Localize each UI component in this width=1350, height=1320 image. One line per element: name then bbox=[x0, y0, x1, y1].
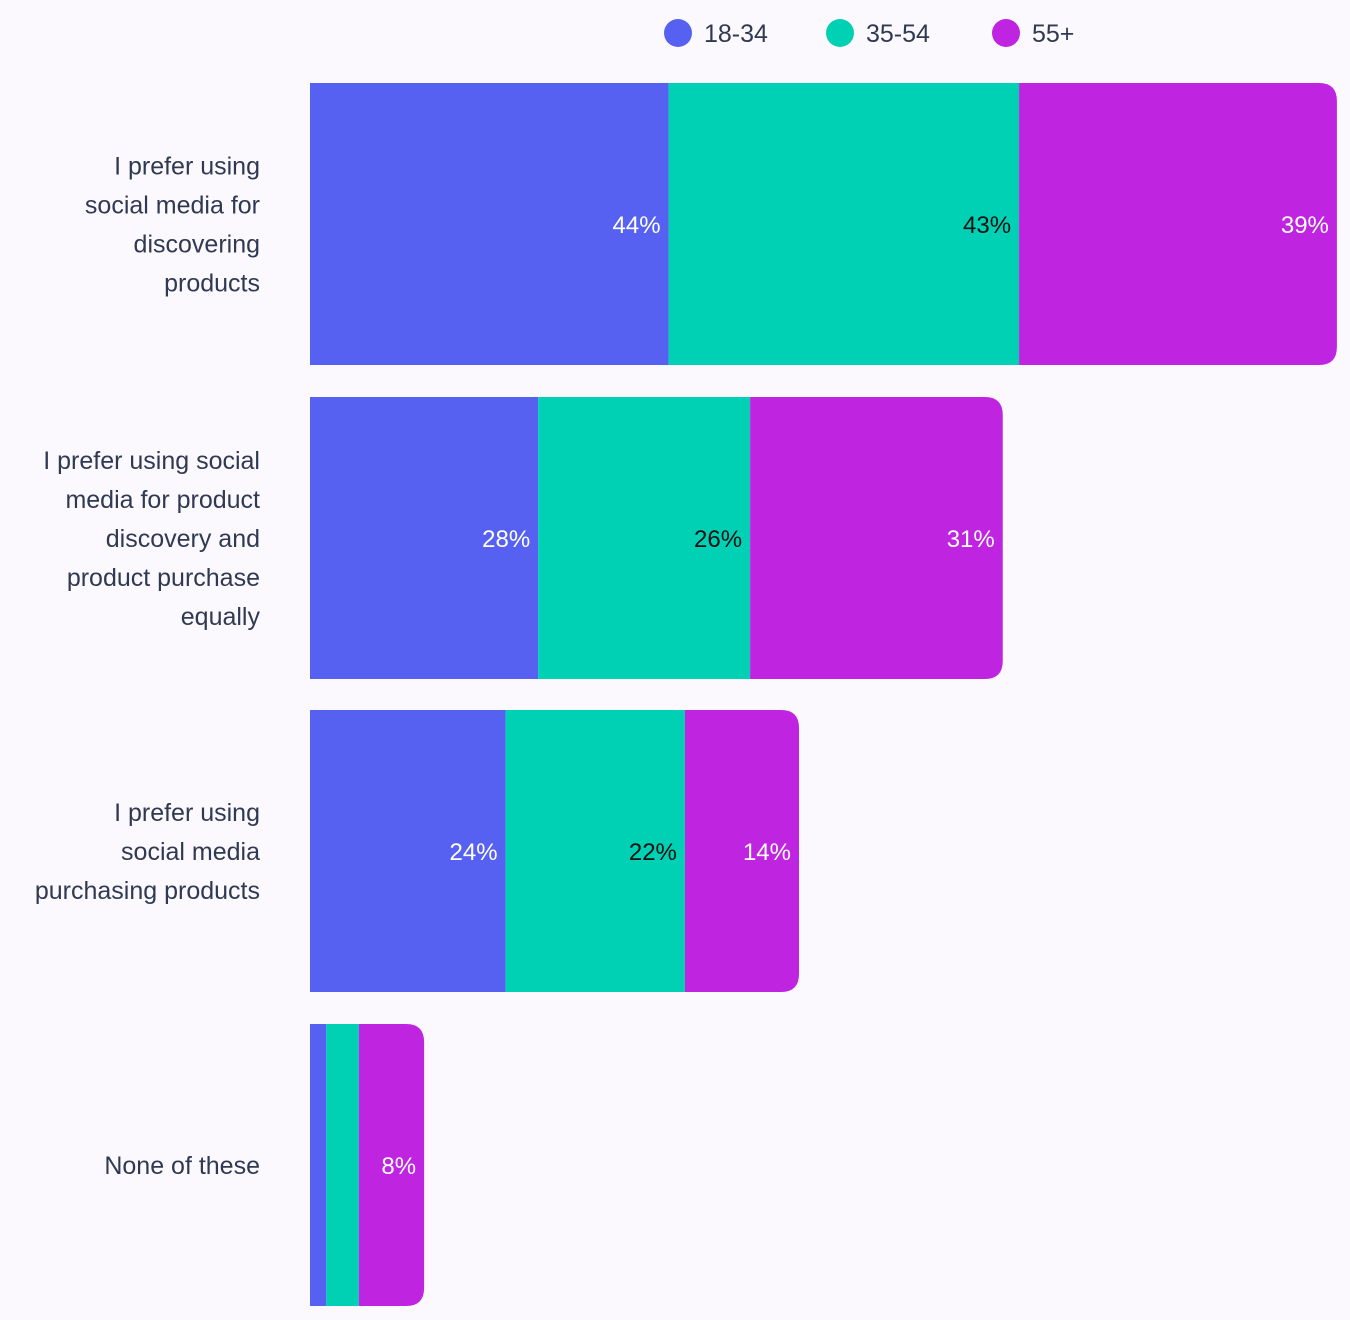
bar-segment bbox=[310, 397, 539, 679]
category-label-line: discovering bbox=[134, 231, 260, 259]
category-label-line: purchasing products bbox=[35, 877, 260, 905]
bar-segment bbox=[1019, 83, 1337, 365]
category-label-line: I prefer using social bbox=[43, 447, 260, 475]
bar-segment bbox=[358, 1024, 425, 1306]
category-label-line: equally bbox=[181, 603, 261, 631]
legend-item: 55+ bbox=[992, 19, 1074, 48]
bar-segment bbox=[326, 1024, 359, 1306]
category-label-line: discovery and bbox=[106, 525, 260, 553]
legend-label: 35-54 bbox=[866, 20, 930, 48]
bar-row: 28% 26% 31% bbox=[310, 397, 1003, 679]
legend-swatch bbox=[992, 19, 1020, 47]
category-label-line: social media bbox=[121, 838, 260, 866]
category-labels: I prefer using social media for discoverin… bbox=[35, 153, 261, 1181]
legend-label: 55+ bbox=[1032, 20, 1074, 48]
bar-segment bbox=[684, 710, 799, 992]
category-label-line: social media for bbox=[85, 192, 260, 220]
data-label: 44% bbox=[613, 212, 661, 239]
bar-segment bbox=[310, 710, 506, 992]
data-label: 8% bbox=[381, 1153, 416, 1180]
data-label: 43% bbox=[963, 212, 1011, 239]
data-label: 22% bbox=[629, 839, 677, 866]
bar-segment bbox=[310, 1024, 327, 1306]
bar-row: 8% bbox=[310, 1024, 425, 1306]
bar-row: 24% 22% 14% bbox=[310, 710, 799, 992]
legend-item: 18-34 bbox=[664, 19, 768, 48]
category-label-line: None of these bbox=[104, 1152, 260, 1180]
bar-segment bbox=[668, 83, 1020, 365]
bar-segment bbox=[505, 710, 685, 992]
category-label-line: media for product bbox=[65, 486, 260, 514]
category-label: None of these bbox=[104, 1152, 260, 1180]
bar-segment bbox=[538, 397, 751, 679]
data-label: 39% bbox=[1281, 212, 1329, 239]
data-label: 28% bbox=[482, 526, 530, 553]
category-label: I prefer using social media for discoverin… bbox=[85, 153, 260, 298]
category-label-line: I prefer using bbox=[114, 153, 260, 181]
category-label-line: I prefer using bbox=[114, 799, 260, 827]
category-label-line: products bbox=[164, 270, 260, 298]
legend-swatch bbox=[826, 19, 854, 47]
category-label: I prefer using social media purchasing pro… bbox=[35, 799, 260, 905]
data-label: 24% bbox=[450, 839, 498, 866]
data-label: 31% bbox=[947, 526, 995, 553]
legend-label: 18-34 bbox=[704, 20, 768, 48]
legend-item: 35-54 bbox=[826, 19, 930, 48]
data-label: 26% bbox=[694, 526, 742, 553]
category-label: I prefer using social media for product di… bbox=[43, 447, 260, 631]
bar-segment bbox=[310, 83, 669, 365]
bar-segment bbox=[750, 397, 1003, 679]
category-label-line: product purchase bbox=[67, 564, 260, 592]
bars: 44% 43% 39% 28% 26% 31% 24% 22% 14% 8% bbox=[310, 83, 1337, 1306]
data-label: 14% bbox=[743, 839, 791, 866]
bar-row: 44% 43% 39% bbox=[310, 83, 1337, 365]
legend-swatch bbox=[664, 19, 692, 47]
legend: 18-34 35-54 55+ bbox=[664, 19, 1074, 48]
